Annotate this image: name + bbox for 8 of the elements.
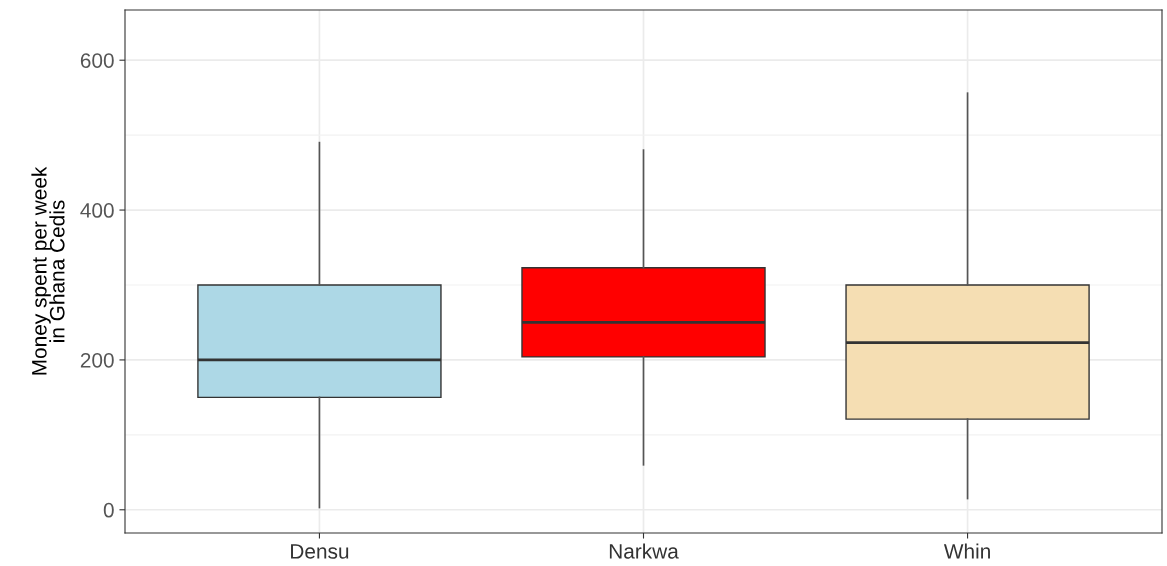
y-tick-label: 200	[80, 352, 114, 368]
y-axis-title: Money spent per week in Ghana Cedis	[31, 166, 65, 375]
x-tick-label: Whin	[943, 543, 990, 559]
y-tick-label: 400	[80, 203, 114, 218]
x-tick-label: Densu	[291, 544, 349, 559]
x-tick-label: Narkwa	[609, 543, 679, 559]
y-tick-label: 0	[103, 502, 114, 518]
y-tick-label: 600	[80, 53, 114, 68]
